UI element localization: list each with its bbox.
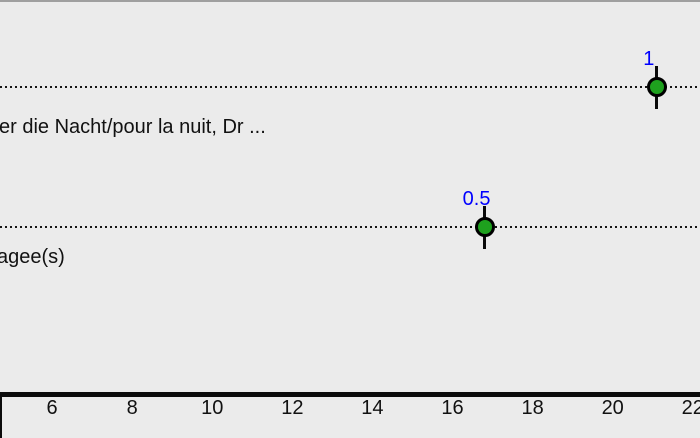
x-tick-label: 14 bbox=[361, 397, 384, 419]
dotted-guide-line bbox=[0, 226, 700, 228]
x-tick-label: 20 bbox=[601, 397, 624, 419]
x-tick-label: 8 bbox=[126, 397, 138, 419]
point-value-label: 0.5 bbox=[462, 188, 491, 210]
x-tick-label: 6 bbox=[46, 397, 58, 419]
x-tick-label: 18 bbox=[521, 397, 544, 419]
x-tick-label: 22 bbox=[681, 397, 700, 419]
x-axis-tick-labels: 6 8 10 12 14 16 18 20 22 bbox=[0, 398, 700, 422]
left-edge-tick-mark bbox=[0, 392, 2, 438]
point-value-label: 1 bbox=[643, 48, 655, 70]
point-marker-circle bbox=[646, 77, 667, 97]
dotted-guide-line bbox=[0, 86, 700, 88]
x-tick-label: 12 bbox=[281, 397, 304, 419]
x-tick-label: 10 bbox=[201, 397, 224, 419]
row-label: er die Nacht/pour la nuit, Dr ... bbox=[0, 116, 266, 138]
point-marker-circle bbox=[474, 217, 495, 237]
x-tick-label: 16 bbox=[441, 397, 464, 419]
top-border-line bbox=[0, 0, 700, 2]
row-label: agee(s) bbox=[0, 246, 65, 268]
x-axis-line bbox=[0, 392, 700, 397]
